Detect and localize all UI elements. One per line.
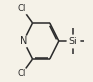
Text: Si: Si — [68, 36, 77, 46]
Text: Cl: Cl — [18, 4, 26, 13]
Text: Cl: Cl — [18, 69, 26, 78]
Text: N: N — [20, 36, 27, 46]
